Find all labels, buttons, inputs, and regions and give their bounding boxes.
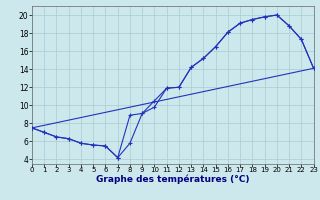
X-axis label: Graphe des températures (°C): Graphe des températures (°C) [96, 175, 250, 184]
